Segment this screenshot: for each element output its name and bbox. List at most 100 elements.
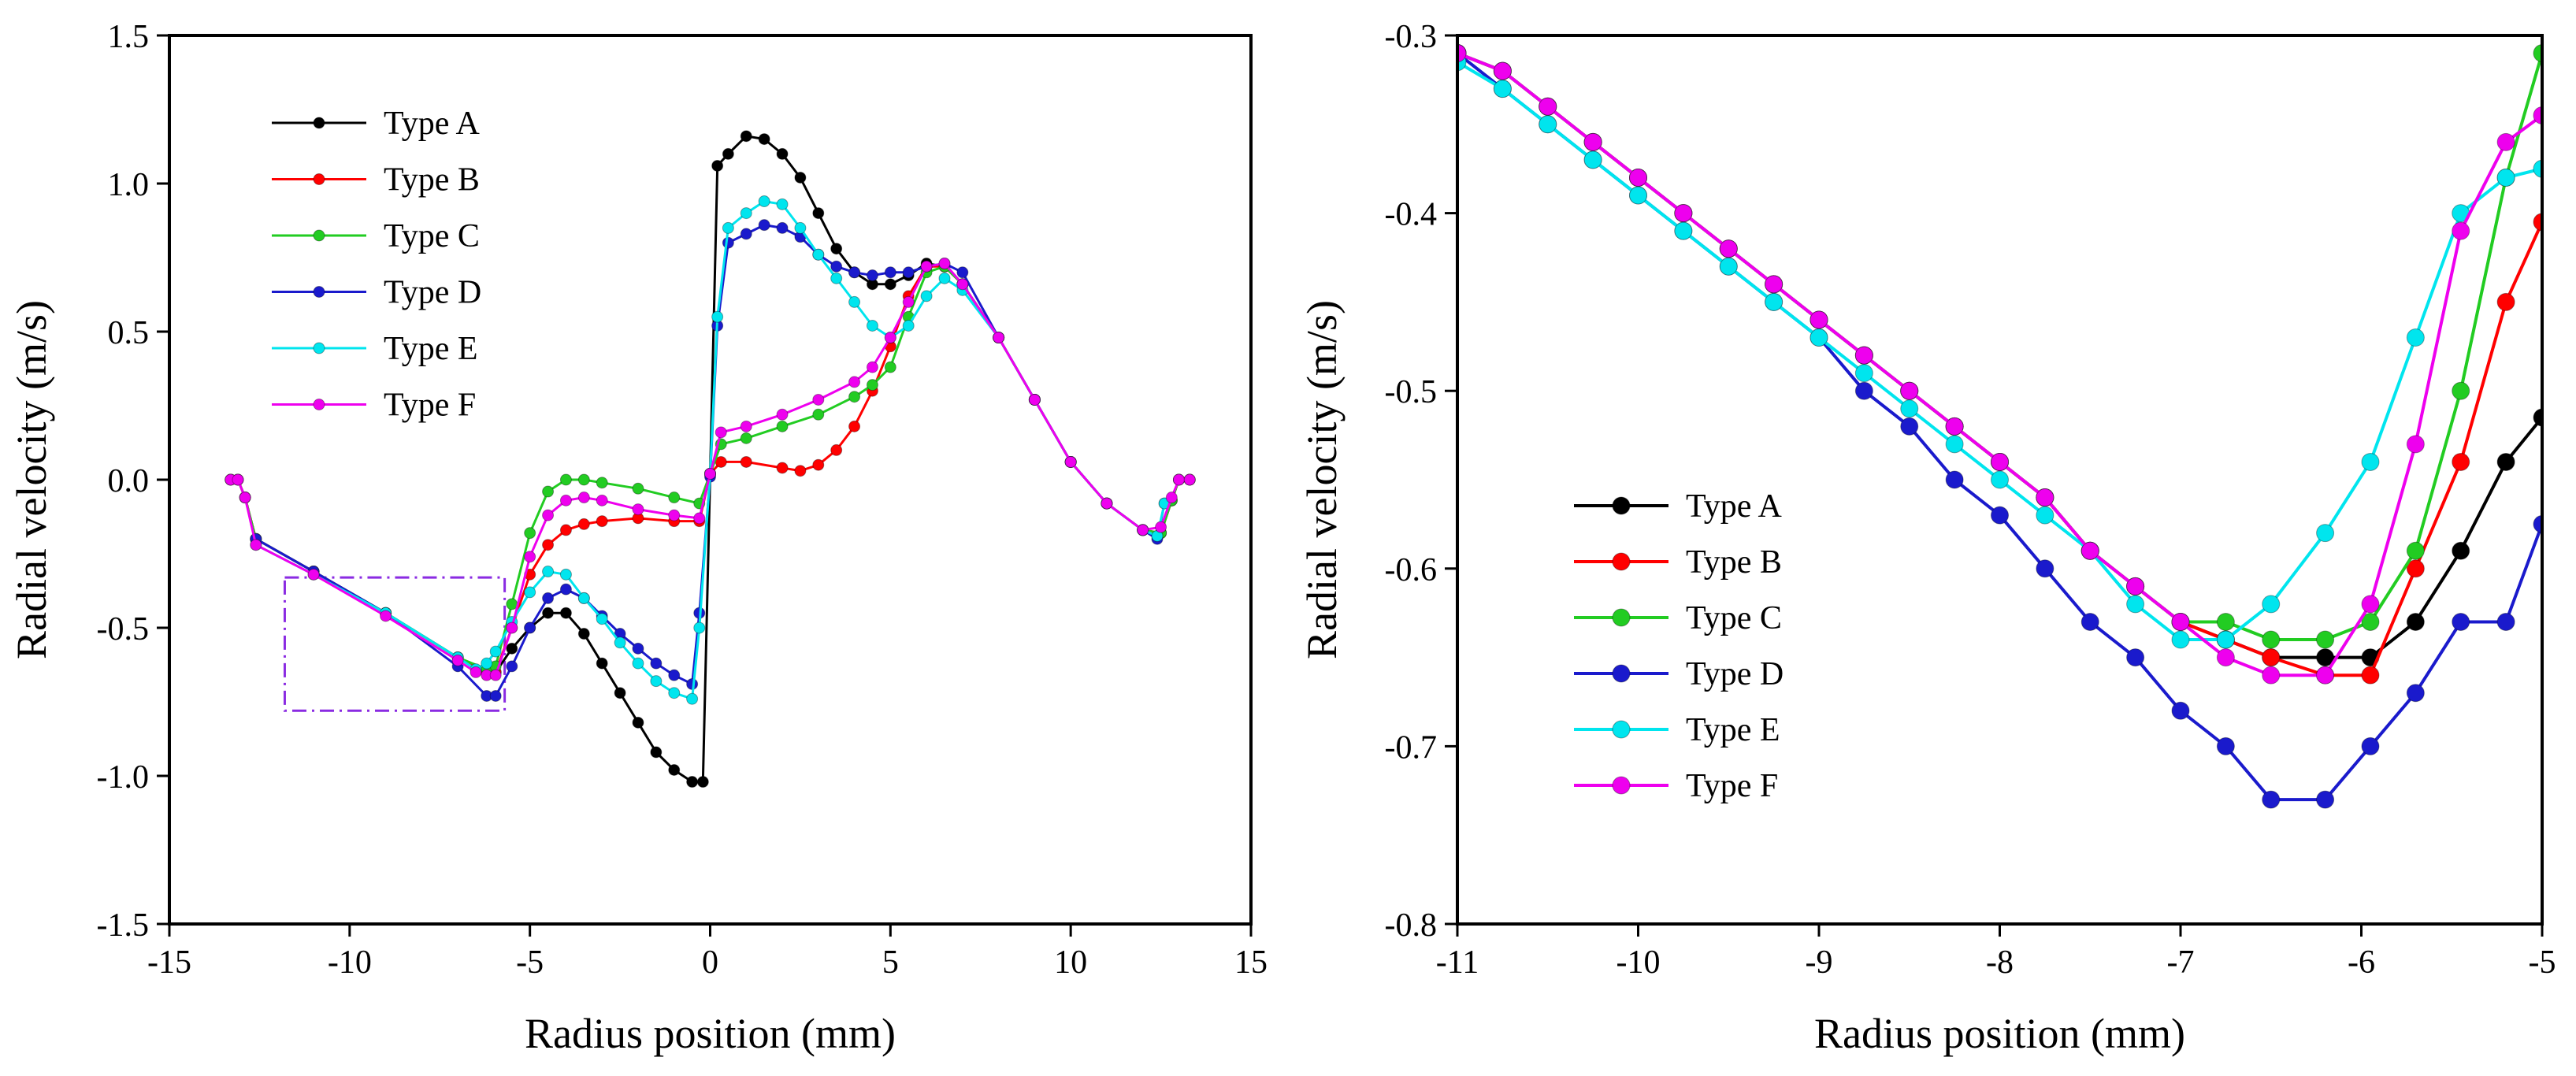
right-point-type-a-22 bbox=[2452, 541, 2470, 560]
left-point-type-f-7 bbox=[470, 666, 482, 678]
left-point-type-e-24 bbox=[776, 198, 789, 210]
left-x-tick-label-2: -5 bbox=[516, 944, 544, 981]
left-point-type-a-24 bbox=[740, 130, 752, 143]
left-point-type-a-16 bbox=[632, 716, 644, 729]
left-point-type-a-11 bbox=[542, 607, 555, 619]
left-point-type-e-29 bbox=[866, 319, 878, 332]
left-point-type-a-19 bbox=[686, 776, 699, 788]
left-point-type-b-12 bbox=[559, 524, 572, 536]
left-point-type-e-25 bbox=[794, 221, 807, 234]
right-point-type-f-7 bbox=[1765, 275, 1784, 294]
left-point-type-f-23 bbox=[812, 393, 825, 406]
left-point-type-f-34 bbox=[1101, 497, 1113, 510]
right-point-type-e-2 bbox=[1539, 115, 1557, 134]
left-point-type-e-11 bbox=[577, 592, 590, 604]
left-legend: Type A Type B Type C Type D Type E Type F bbox=[272, 106, 481, 424]
left-point-type-e-32 bbox=[920, 290, 933, 302]
left-legend-label-type-a: Type A bbox=[384, 106, 481, 142]
left-point-type-f-30 bbox=[956, 278, 969, 291]
left-x-tick-label-3: 0 bbox=[702, 944, 718, 981]
right-x-tick-label-2: -9 bbox=[1806, 944, 1833, 981]
left-point-type-d-5 bbox=[489, 689, 502, 702]
left-point-type-a-25 bbox=[758, 133, 770, 146]
left-point-type-e-13 bbox=[614, 636, 626, 649]
right-point-type-d-20 bbox=[2361, 737, 2380, 755]
right-point-type-d-11 bbox=[1945, 470, 1964, 489]
right-point-type-b-23 bbox=[2496, 292, 2515, 311]
right-point-type-e-6 bbox=[1719, 257, 1738, 276]
left-point-type-a-13 bbox=[577, 628, 590, 640]
left-point-type-a-23 bbox=[722, 147, 734, 160]
right-y-tick-label-0: -0.8 bbox=[1385, 907, 1438, 944]
right-point-type-d-18 bbox=[2262, 790, 2281, 809]
left-point-type-d-26 bbox=[830, 260, 843, 273]
left-point-type-d-28 bbox=[866, 269, 878, 282]
right-series-line-type-c bbox=[1457, 51, 2542, 641]
left-point-type-e-27 bbox=[830, 272, 843, 284]
left-point-type-f-10 bbox=[506, 621, 518, 634]
left-point-type-a-29 bbox=[830, 243, 843, 255]
left-point-type-d-13 bbox=[632, 642, 644, 655]
right-point-type-e-5 bbox=[1674, 221, 1693, 240]
left-point-type-a-27 bbox=[794, 171, 807, 184]
left-legend-marker-type-a bbox=[313, 117, 325, 129]
right-point-type-d-21 bbox=[2406, 684, 2425, 703]
right-point-type-f-6 bbox=[1719, 239, 1738, 258]
left-legend-marker-type-c bbox=[313, 229, 325, 242]
right-legend-marker-type-b bbox=[1612, 552, 1631, 571]
left-point-type-a-18 bbox=[668, 763, 681, 776]
left-point-type-d-29 bbox=[884, 266, 896, 279]
left-point-type-e-28 bbox=[848, 295, 861, 308]
right-point-type-e-24 bbox=[2533, 159, 2542, 178]
right-point-type-e-11 bbox=[1945, 435, 1964, 454]
left-point-type-d-20 bbox=[722, 236, 734, 249]
right-y-tick-label-3: -0.5 bbox=[1385, 374, 1438, 410]
right-chart: -11 -10 -9 -8 -7 -6 -5 -0.8 -0.7 -0.6 -0.5 -0.4 -0.3… bbox=[1298, 19, 2556, 1057]
left-point-type-e-22 bbox=[740, 207, 752, 220]
right-x-axis-title: Radius position (mm) bbox=[1814, 1010, 2185, 1057]
right-legend-marker-type-a bbox=[1612, 496, 1631, 515]
right-y-tick-label-1: -0.7 bbox=[1385, 729, 1438, 766]
left-point-type-c-24 bbox=[866, 379, 878, 391]
right-point-type-e-4 bbox=[1629, 186, 1647, 205]
left-point-type-e-31 bbox=[902, 319, 915, 332]
left-point-type-e-6 bbox=[489, 645, 502, 658]
left-point-type-b-20 bbox=[740, 455, 752, 468]
right-x-tick-label-0: -11 bbox=[1436, 944, 1479, 981]
right-legend-marker-type-c bbox=[1612, 608, 1631, 627]
left-point-type-d-33 bbox=[956, 266, 969, 279]
left-point-type-c-25 bbox=[884, 361, 896, 373]
right-point-type-d-14 bbox=[2080, 612, 2099, 631]
left-y-tick-label-0: -1.5 bbox=[97, 907, 150, 944]
right-x-tick-label-3: -8 bbox=[1986, 944, 2014, 981]
left-point-type-a-26 bbox=[776, 147, 789, 160]
right-x-tick-label-4: -7 bbox=[2167, 944, 2195, 981]
left-point-type-f-3 bbox=[250, 539, 262, 551]
left-point-type-f-6 bbox=[451, 654, 464, 666]
right-x-tick-label-1: -10 bbox=[1616, 944, 1661, 981]
left-point-type-f-38 bbox=[1172, 473, 1185, 486]
right-point-type-f-2 bbox=[1539, 97, 1557, 116]
left-point-type-e-21 bbox=[722, 221, 734, 234]
right-point-type-f-21 bbox=[2406, 435, 2425, 454]
left-x-tick-label-0: -15 bbox=[147, 944, 191, 981]
left-point-type-e-8 bbox=[524, 586, 536, 599]
left-legend-marker-type-f bbox=[313, 399, 325, 410]
right-legend-label-type-a: Type A bbox=[1686, 488, 1783, 525]
right-point-type-f-15 bbox=[2126, 577, 2145, 596]
left-point-type-b-24 bbox=[830, 443, 843, 456]
right-legend-label-type-e: Type E bbox=[1686, 712, 1780, 748]
left-point-type-f-31 bbox=[993, 332, 1005, 344]
right-point-type-f-17 bbox=[2216, 648, 2235, 667]
left-y-tick-label-1: -1.0 bbox=[97, 759, 150, 796]
left-point-type-d-30 bbox=[902, 266, 915, 279]
left-point-type-d-9 bbox=[559, 583, 572, 596]
left-point-type-f-32 bbox=[1028, 393, 1041, 406]
right-series-line-type-f bbox=[1457, 51, 2542, 677]
right-point-type-f-3 bbox=[1583, 132, 1602, 151]
left-point-type-f-19 bbox=[704, 467, 716, 480]
left-point-type-e-20 bbox=[711, 310, 724, 323]
left-point-type-e-33 bbox=[938, 272, 951, 284]
left-point-type-f-20 bbox=[715, 426, 727, 439]
